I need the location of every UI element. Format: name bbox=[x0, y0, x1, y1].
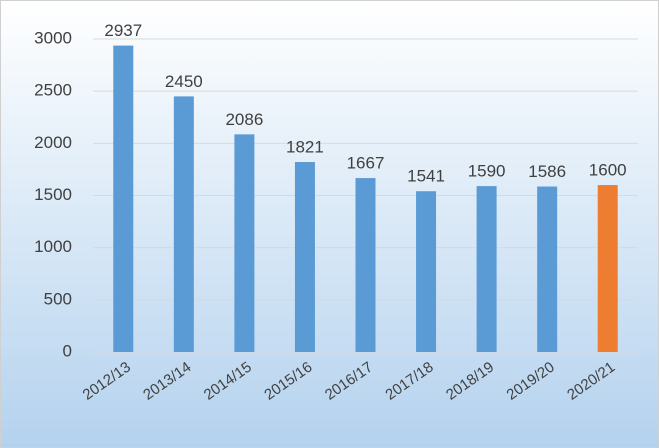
data-label: 1600 bbox=[589, 161, 627, 180]
bar bbox=[113, 45, 134, 352]
bar bbox=[537, 186, 558, 352]
bar bbox=[355, 178, 376, 352]
bar bbox=[294, 162, 315, 352]
y-tick-label: 3000 bbox=[34, 28, 72, 47]
data-label: 1586 bbox=[528, 162, 566, 181]
bar bbox=[234, 134, 255, 352]
data-label: 2450 bbox=[165, 72, 203, 91]
data-label: 2937 bbox=[104, 21, 142, 40]
y-tick-label: 0 bbox=[63, 341, 72, 360]
bar bbox=[416, 191, 437, 352]
bar bbox=[597, 185, 618, 352]
data-label: 2086 bbox=[225, 110, 263, 129]
data-label: 1667 bbox=[347, 154, 385, 173]
y-tick-label: 2500 bbox=[34, 81, 72, 100]
bar bbox=[173, 96, 194, 352]
data-label: 1590 bbox=[468, 162, 506, 181]
data-label: 1821 bbox=[286, 137, 324, 156]
bar bbox=[476, 186, 497, 352]
y-tick-label: 1000 bbox=[34, 237, 72, 256]
data-label: 1541 bbox=[407, 167, 445, 186]
y-tick-label: 1500 bbox=[34, 185, 72, 204]
y-tick-label: 2000 bbox=[34, 133, 72, 152]
y-tick-label: 500 bbox=[44, 289, 72, 308]
